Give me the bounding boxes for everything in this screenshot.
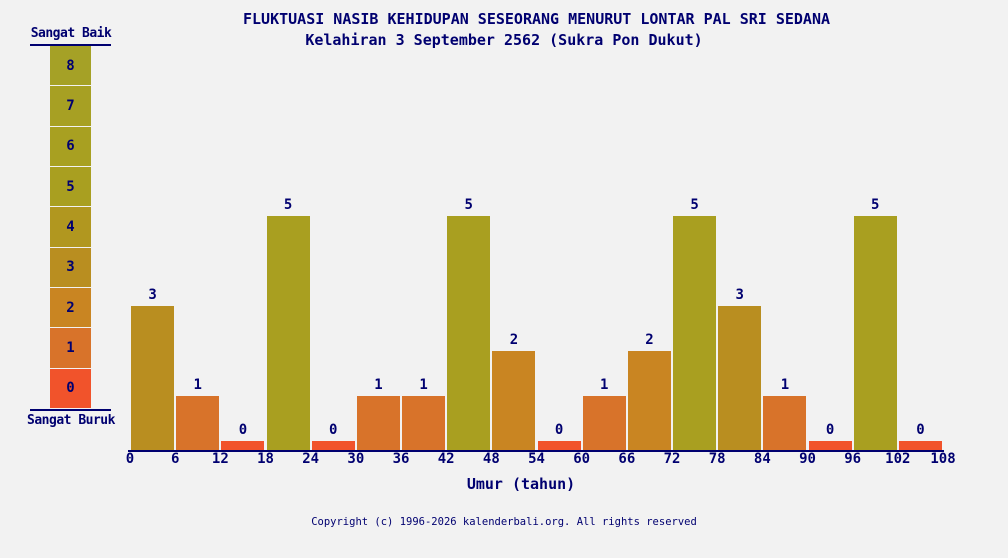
x-tick-6: 6 bbox=[170, 451, 180, 467]
x-tick-24: 24 bbox=[302, 451, 320, 467]
bar-48-54 bbox=[492, 351, 536, 450]
bar-value-label: 0 bbox=[329, 422, 338, 438]
bar-72-78 bbox=[673, 216, 717, 450]
bar-42-48 bbox=[447, 216, 491, 450]
x-tick-84: 84 bbox=[753, 451, 771, 467]
bar-value-label: 5 bbox=[283, 197, 293, 213]
bar-78-84 bbox=[718, 306, 762, 450]
x-tick-36: 36 bbox=[392, 451, 410, 467]
x-tick-72: 72 bbox=[663, 451, 681, 467]
bar-value-label: 0 bbox=[825, 422, 835, 438]
bar-value-label: 2 bbox=[645, 332, 654, 348]
bar-value-label: 1 bbox=[419, 377, 428, 393]
scale-cell-2: 2 bbox=[50, 287, 91, 328]
x-tick-48: 48 bbox=[482, 451, 500, 467]
scale-top-line bbox=[30, 44, 111, 46]
scale-cell-7: 7 bbox=[50, 86, 91, 126]
x-tick-42: 42 bbox=[437, 451, 455, 467]
scale-cell-1: 1 bbox=[50, 328, 91, 368]
x-tick-0: 0 bbox=[125, 451, 135, 467]
x-axis-line bbox=[128, 450, 944, 452]
x-tick-90: 90 bbox=[799, 451, 816, 467]
bar-30-36 bbox=[356, 396, 400, 450]
bar-18-24 bbox=[266, 216, 310, 450]
bar-96-102 bbox=[853, 216, 897, 450]
bar-value-label: 5 bbox=[464, 197, 473, 213]
bar-6-12 bbox=[176, 396, 220, 450]
bar-66-72 bbox=[627, 351, 671, 450]
bar-value-label: 3 bbox=[148, 287, 157, 303]
x-tick-78: 78 bbox=[708, 451, 726, 467]
bar-value-label: 0 bbox=[916, 422, 925, 438]
bar-value-label: 1 bbox=[600, 377, 609, 393]
bar-value-label: 0 bbox=[238, 422, 248, 438]
bar-54-60 bbox=[537, 441, 581, 450]
x-axis-label: Umur (tahun) bbox=[466, 475, 576, 493]
bar-84-90 bbox=[763, 396, 807, 450]
scale-cell-6: 6 bbox=[50, 126, 91, 166]
x-axis-ticks: 0 6 12 18 24 30 36 42 48 54 60 66 72 78 84 90 96 102 108 bbox=[126, 451, 956, 468]
bar-value-label: 0 bbox=[554, 422, 564, 438]
bar-value-label: 5 bbox=[871, 197, 880, 213]
bar-value-label: 1 bbox=[193, 377, 202, 393]
copyright-text: Copyright (c) 1996-2026 kalenderbali.org… bbox=[311, 516, 697, 528]
x-tick-96: 96 bbox=[844, 451, 862, 467]
bar-value-label: 3 bbox=[735, 287, 744, 303]
scale-cell-5: 5 bbox=[50, 166, 91, 207]
bar-value-label: 5 bbox=[690, 197, 699, 213]
x-tick-12: 12 bbox=[211, 451, 229, 467]
bar-36-42 bbox=[402, 396, 446, 450]
chart-title: FLUKTUASI NASIB KEHIDUPAN SESEORANG MENU… bbox=[243, 10, 830, 28]
x-tick-102: 102 bbox=[885, 451, 911, 467]
scale-cell-4: 4 bbox=[50, 207, 91, 247]
x-tick-66: 66 bbox=[618, 451, 636, 467]
scale-bottom-line bbox=[30, 409, 111, 411]
x-tick-30: 30 bbox=[347, 451, 365, 467]
bar-24-30 bbox=[311, 441, 355, 450]
bar-60-66 bbox=[582, 396, 626, 450]
bar-value-label: 2 bbox=[509, 332, 519, 348]
bar-90-96 bbox=[808, 441, 852, 450]
bar-12-18 bbox=[221, 441, 265, 450]
scale-top-label: Sangat Baik bbox=[30, 26, 112, 41]
scale-cell-0: 0 bbox=[50, 368, 91, 408]
x-tick-108: 108 bbox=[930, 451, 956, 467]
scale-cell-3: 3 bbox=[50, 247, 91, 287]
x-tick-60: 60 bbox=[573, 451, 591, 467]
x-tick-54: 54 bbox=[528, 451, 545, 467]
scale-cell-8: 8 bbox=[50, 46, 91, 86]
bar-0-6 bbox=[131, 306, 175, 450]
bar-value-label: 1 bbox=[780, 377, 790, 393]
scale-bottom-label: Sangat Buruk bbox=[27, 413, 115, 428]
x-tick-18: 18 bbox=[257, 451, 274, 467]
bar-102-108 bbox=[898, 441, 942, 450]
bar-value-label: 1 bbox=[374, 377, 383, 393]
chart-subtitle: Kelahiran 3 September 2562 (Sukra Pon Du… bbox=[305, 31, 703, 49]
